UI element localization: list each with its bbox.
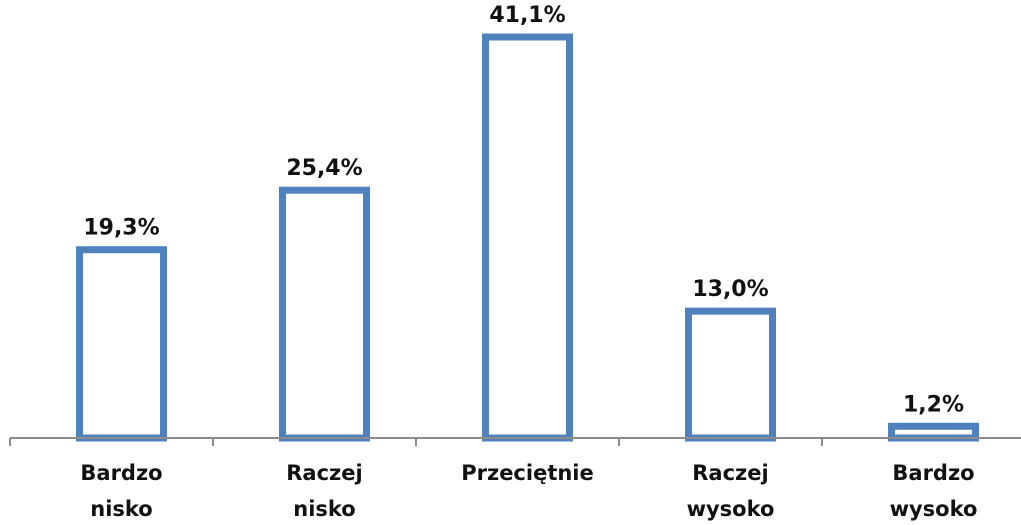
- category-label-line: Raczej: [692, 461, 768, 485]
- data-label: 1,2%: [903, 392, 964, 417]
- category-label-line: Raczej: [286, 461, 362, 485]
- data-label: 13,0%: [692, 277, 768, 302]
- category-label-line: nisko: [90, 497, 152, 521]
- category-label: Bardzo wysoko: [890, 461, 978, 521]
- category-label: Raczej nisko: [286, 461, 362, 521]
- category-label-line: Przeciętnie: [461, 461, 594, 485]
- x-axis-ticks: [9, 438, 823, 446]
- bar: [279, 186, 370, 442]
- data-labels-group: 19,3% 25,4% 41,1% 13,0% 1,2%: [83, 3, 964, 417]
- category-label-line: wysoko: [687, 497, 775, 521]
- category-label-line: wysoko: [890, 497, 978, 521]
- data-label: 25,4%: [286, 156, 362, 181]
- category-labels-group: Bardzo nisko Raczej nisko Przeciętnie Raczej w…: [80, 461, 977, 521]
- bar: [685, 307, 776, 442]
- data-label: 19,3%: [83, 216, 159, 241]
- bars-group: [76, 33, 979, 442]
- category-label: Raczej wysoko: [687, 461, 775, 521]
- category-label-line: Bardzo: [80, 461, 162, 485]
- bar: [888, 422, 979, 442]
- category-label-line: Bardzo: [892, 461, 974, 485]
- category-label: Przeciętnie: [461, 461, 594, 485]
- bar: [76, 246, 167, 442]
- category-label-line: nisko: [293, 497, 355, 521]
- bar: [482, 33, 573, 442]
- data-label: 41,1%: [489, 3, 565, 28]
- category-label: Bardzo nisko: [80, 461, 162, 521]
